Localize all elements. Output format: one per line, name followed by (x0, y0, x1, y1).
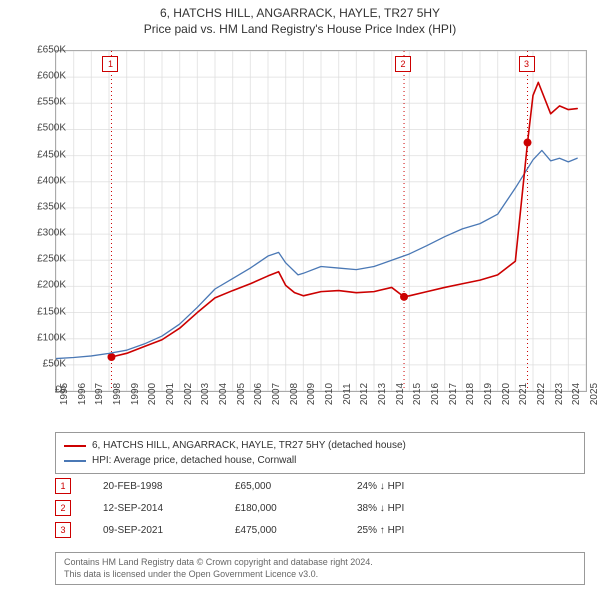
y-tick-label: £250K (16, 254, 66, 265)
event-row: 2 12-SEP-2014 £180,000 38% ↓ HPI (55, 500, 585, 516)
x-tick-label: 2023 (554, 383, 565, 405)
x-tick-label: 2018 (465, 383, 476, 405)
x-tick-label: 2010 (324, 383, 335, 405)
footer-line-1: Contains HM Land Registry data © Crown c… (64, 557, 576, 569)
y-tick-label: £150K (16, 306, 66, 317)
event-diff: 25% ↑ HPI (357, 525, 404, 536)
x-tick-label: 1997 (94, 383, 105, 405)
x-tick-label: 2001 (165, 383, 176, 405)
event-date: 12-SEP-2014 (103, 503, 203, 514)
legend-label: HPI: Average price, detached house, Corn… (92, 453, 296, 468)
sale-marker-2: 2 (395, 56, 411, 72)
x-tick-label: 2006 (253, 383, 264, 405)
legend-item: 6, HATCHS HILL, ANGARRACK, HAYLE, TR27 5… (64, 438, 576, 453)
sale-marker-3: 3 (519, 56, 535, 72)
x-tick-label: 2019 (483, 383, 494, 405)
event-price: £65,000 (235, 481, 325, 492)
x-tick-label: 1996 (77, 383, 88, 405)
legend-label: 6, HATCHS HILL, ANGARRACK, HAYLE, TR27 5… (92, 438, 406, 453)
x-tick-label: 2020 (501, 383, 512, 405)
legend-item: HPI: Average price, detached house, Corn… (64, 453, 576, 468)
events-table: 1 20-FEB-1998 £65,000 24% ↓ HPI 2 12-SEP-2014… (55, 478, 585, 544)
event-date: 09-SEP-2021 (103, 525, 203, 536)
event-diff: 38% ↓ HPI (357, 503, 404, 514)
x-tick-label: 2025 (589, 383, 600, 405)
y-tick-label: £350K (16, 201, 66, 212)
event-row: 3 09-SEP-2021 £475,000 25% ↑ HPI (55, 522, 585, 538)
legend-swatch (64, 460, 86, 462)
footer-attribution: Contains HM Land Registry data © Crown c… (55, 552, 585, 585)
y-tick-label: £450K (16, 149, 66, 160)
event-row: 1 20-FEB-1998 £65,000 24% ↓ HPI (55, 478, 585, 494)
x-tick-label: 2005 (236, 383, 247, 405)
x-tick-label: 2000 (147, 383, 158, 405)
x-tick-label: 2016 (430, 383, 441, 405)
x-tick-label: 2004 (218, 383, 229, 405)
x-tick-label: 2017 (448, 383, 459, 405)
event-diff: 24% ↓ HPI (357, 481, 404, 492)
title-line-2: Price paid vs. HM Land Registry's House … (0, 22, 600, 38)
x-tick-label: 2007 (271, 383, 282, 405)
event-price: £180,000 (235, 503, 325, 514)
x-tick-label: 2011 (342, 383, 353, 405)
event-marker-3: 3 (55, 522, 71, 538)
legend: 6, HATCHS HILL, ANGARRACK, HAYLE, TR27 5… (55, 432, 585, 474)
legend-swatch (64, 445, 86, 447)
chart-area (55, 50, 587, 392)
chart-svg (56, 51, 586, 391)
y-tick-label: £650K (16, 45, 66, 56)
x-tick-label: 2012 (359, 383, 370, 405)
x-tick-label: 2009 (306, 383, 317, 405)
event-price: £475,000 (235, 525, 325, 536)
y-tick-label: £100K (16, 332, 66, 343)
x-tick-label: 2003 (200, 383, 211, 405)
event-date: 20-FEB-1998 (103, 481, 203, 492)
root: 6, HATCHS HILL, ANGARRACK, HAYLE, TR27 5… (0, 0, 600, 590)
y-tick-label: £400K (16, 175, 66, 186)
y-tick-label: £550K (16, 97, 66, 108)
x-tick-label: 1995 (59, 383, 70, 405)
y-tick-label: £300K (16, 228, 66, 239)
x-tick-label: 2024 (571, 383, 582, 405)
event-marker-1: 1 (55, 478, 71, 494)
x-tick-label: 1999 (130, 383, 141, 405)
y-tick-label: £500K (16, 123, 66, 134)
x-tick-label: 2013 (377, 383, 388, 405)
x-tick-label: 2015 (412, 383, 423, 405)
x-tick-label: 1998 (112, 383, 123, 405)
y-tick-label: £200K (16, 280, 66, 291)
chart-title: 6, HATCHS HILL, ANGARRACK, HAYLE, TR27 5… (0, 0, 600, 37)
sale-marker-1: 1 (102, 56, 118, 72)
x-tick-label: 2014 (395, 383, 406, 405)
event-marker-2: 2 (55, 500, 71, 516)
x-tick-label: 2002 (183, 383, 194, 405)
y-tick-label: £50K (16, 358, 66, 369)
x-tick-label: 2022 (536, 383, 547, 405)
footer-line-2: This data is licensed under the Open Gov… (64, 569, 576, 581)
x-tick-label: 2021 (518, 383, 529, 405)
x-tick-label: 2008 (289, 383, 300, 405)
y-tick-label: £600K (16, 71, 66, 82)
title-line-1: 6, HATCHS HILL, ANGARRACK, HAYLE, TR27 5… (0, 6, 600, 22)
